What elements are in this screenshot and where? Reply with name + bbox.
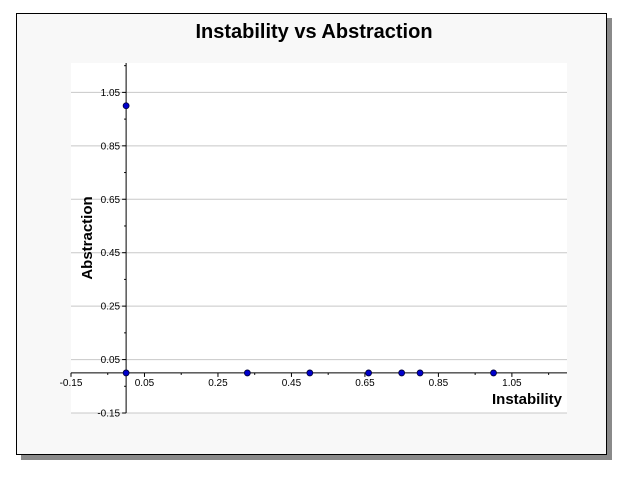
chart-title: Instability vs Abstraction [195,21,432,43]
x-tick-label: -0.15 [60,378,83,389]
data-points [122,102,497,377]
y-tick-label: 0.85 [101,141,121,152]
gridlines [71,91,567,414]
data-point [122,102,130,110]
data-point [398,369,406,377]
plot-area [71,63,567,413]
y-tick-label: -0.15 [97,409,120,420]
data-point [490,369,497,377]
x-tick-label: 0.65 [355,378,375,389]
x-tick-label: 0.05 [135,378,155,389]
axes: -0.15 0.05 0.25 0.45 0.65 0.85 1.05 -0.15 0.05 0.… [60,63,567,420]
data-point [243,369,251,377]
y-tick-label: 0.05 [101,355,121,366]
y-tick-label: 0.45 [101,248,121,259]
y-tick-label: 0.65 [101,195,121,206]
x-tick-label: 0.85 [429,378,449,389]
y-tick-label: 0.25 [101,302,121,313]
y-axis-title: Abstraction [79,196,96,279]
x-tick-label: 0.45 [282,378,302,389]
data-point [306,369,314,377]
y-tick-label: 1.05 [101,88,121,99]
data-point [365,369,373,377]
data-point [122,369,130,377]
x-tick-label: 0.25 [208,378,228,389]
data-point [416,369,424,377]
x-axis-title: Instability [492,391,563,408]
x-tick-label: 1.05 [502,378,522,389]
